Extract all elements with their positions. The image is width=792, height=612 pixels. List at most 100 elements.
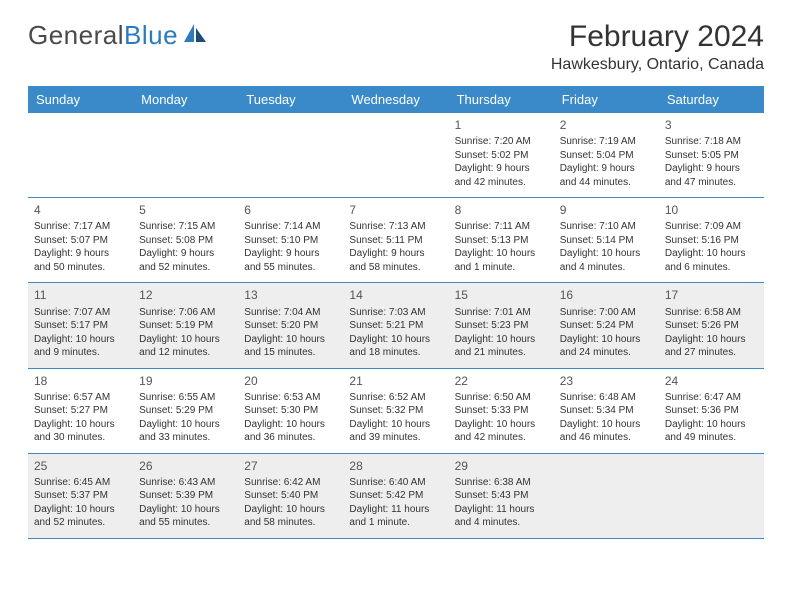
calendar-cell: 21 Sunrise: 6:52 AMSunset: 5:32 PMDayligh…: [343, 369, 448, 453]
day-daylight: Daylight: 9 hours and 42 minutes.: [455, 162, 548, 189]
day-daylight: Daylight: 10 hours and 24 minutes.: [560, 333, 653, 360]
day-sunset: Sunset: 5:39 PM: [139, 489, 232, 503]
day-daylight: Daylight: 10 hours and 42 minutes.: [455, 418, 548, 445]
calendar-cell: 23Sunrise: 6:48 AMSunset: 5:34 PMDayligh…: [554, 369, 659, 453]
day-sunrise: Sunrise: 6:52 AM: [349, 391, 442, 405]
day-daylight: Daylight: 10 hours and 15 minutes.: [244, 333, 337, 360]
calendar-cell: 14Sunrise: 7:03 AMSunset: 5:21 PMDayligh…: [343, 283, 448, 367]
day-header-mon: Monday: [133, 86, 238, 113]
day-number: 18: [34, 373, 127, 389]
day-sunrise: Sunrise: 7:13 AM: [349, 220, 442, 234]
day-number: 8: [455, 202, 548, 218]
calendar-cell: [554, 454, 659, 538]
logo-text-1: General: [28, 20, 124, 51]
calendar-cell: 25Sunrise: 6:45 AMSunset: 5:37 PMDayligh…: [28, 454, 133, 538]
month-title: February 2024: [551, 20, 764, 54]
day-sunset: Sunset: 5:32 PM: [349, 404, 442, 418]
calendar-cell: 27Sunrise: 6:42 AMSunset: 5:40 PMDayligh…: [238, 454, 343, 538]
location-label: Hawkesbury, Ontario, Canada: [551, 56, 764, 74]
day-number: 24: [665, 373, 758, 389]
day-sunrise: Sunrise: 6:47 AM: [665, 391, 758, 405]
day-header-wed: Wednesday: [343, 86, 448, 113]
calendar-cell: 7 Sunrise: 7:13 AMSunset: 5:11 PMDaylight…: [343, 198, 448, 282]
day-number: 7: [349, 202, 442, 218]
calendar-cell: 15Sunrise: 7:01 AMSunset: 5:23 PMDayligh…: [449, 283, 554, 367]
day-sunset: Sunset: 5:10 PM: [244, 234, 337, 248]
day-sunrise: Sunrise: 6:58 AM: [665, 306, 758, 320]
day-header-fri: Friday: [554, 86, 659, 113]
day-sunset: Sunset: 5:20 PM: [244, 319, 337, 333]
day-daylight: Daylight: 10 hours and 4 minutes.: [560, 247, 653, 274]
calendar-cell: 20Sunrise: 6:53 AMSunset: 5:30 PMDayligh…: [238, 369, 343, 453]
day-sunset: Sunset: 5:11 PM: [349, 234, 442, 248]
day-number: 22: [455, 373, 548, 389]
day-sunset: Sunset: 5:33 PM: [455, 404, 548, 418]
calendar-cell: [343, 113, 448, 197]
day-sunset: Sunset: 5:26 PM: [665, 319, 758, 333]
day-number: 15: [455, 287, 548, 303]
calendar-cell: 16Sunrise: 7:00 AMSunset: 5:24 PMDayligh…: [554, 283, 659, 367]
day-sunset: Sunset: 5:02 PM: [455, 149, 548, 163]
calendar-cell: [659, 454, 764, 538]
calendar-cell: [28, 113, 133, 197]
day-number: 16: [560, 287, 653, 303]
day-sunset: Sunset: 5:13 PM: [455, 234, 548, 248]
day-daylight: Daylight: 10 hours and 36 minutes.: [244, 418, 337, 445]
day-sunset: Sunset: 5:43 PM: [455, 489, 548, 503]
day-sunrise: Sunrise: 6:45 AM: [34, 476, 127, 490]
day-daylight: Daylight: 9 hours and 58 minutes.: [349, 247, 442, 274]
day-daylight: Daylight: 10 hours and 27 minutes.: [665, 333, 758, 360]
calendar-cell: 19Sunrise: 6:55 AMSunset: 5:29 PMDayligh…: [133, 369, 238, 453]
calendar-cell: 13Sunrise: 7:04 AMSunset: 5:20 PMDayligh…: [238, 283, 343, 367]
day-sunrise: Sunrise: 6:57 AM: [34, 391, 127, 405]
day-sunrise: Sunrise: 6:42 AM: [244, 476, 337, 490]
day-daylight: Daylight: 10 hours and 6 minutes.: [665, 247, 758, 274]
calendar-cell: 12Sunrise: 7:06 AMSunset: 5:19 PMDayligh…: [133, 283, 238, 367]
calendar-week: 4 Sunrise: 7:17 AMSunset: 5:07 PM Daylight…: [28, 198, 764, 283]
title-block: February 2024 Hawkesbury, Ontario, Canad…: [551, 20, 764, 74]
day-daylight: Daylight: 9 hours and 55 minutes.: [244, 247, 337, 274]
day-number: 3: [665, 117, 758, 133]
calendar-cell: 24Sunrise: 6:47 AMSunset: 5:36 PMDayligh…: [659, 369, 764, 453]
day-sunrise: Sunrise: 7:04 AM: [244, 306, 337, 320]
day-sunset: Sunset: 5:23 PM: [455, 319, 548, 333]
calendar: Sunday Monday Tuesday Wednesday Thursday…: [28, 86, 764, 539]
day-number: 1: [455, 117, 548, 133]
day-daylight: Daylight: 9 hours and 44 minutes.: [560, 162, 653, 189]
day-sunset: Sunset: 5:40 PM: [244, 489, 337, 503]
day-daylight: Daylight: 10 hours and 52 minutes.: [34, 503, 127, 530]
day-daylight: Daylight: 10 hours and 18 minutes.: [349, 333, 442, 360]
calendar-cell: 26Sunrise: 6:43 AMSunset: 5:39 PMDayligh…: [133, 454, 238, 538]
day-number: 25: [34, 458, 127, 474]
day-sunrise: Sunrise: 7:11 AM: [455, 220, 548, 234]
calendar-cell: 4Sunrise: 7:17 AMSunset: 5:07 PMDaylight…: [28, 198, 133, 282]
calendar-cell: 9Sunrise: 7:10 AMSunset: 5:14 PMDaylight…: [554, 198, 659, 282]
logo-text-2: Blue: [124, 20, 178, 51]
day-sunrise: Sunrise: 6:55 AM: [139, 391, 232, 405]
day-sunrise: Sunrise: 7:17 AM: [34, 220, 127, 234]
day-sunrise: Sunrise: 7:01 AM: [455, 306, 548, 320]
day-daylight: Daylight: 11 hours and 1 minute.: [349, 503, 442, 530]
calendar-cell: [238, 113, 343, 197]
day-daylight: Daylight: 10 hours and 46 minutes.: [560, 418, 653, 445]
day-header-sat: Saturday: [659, 86, 764, 113]
day-sunset: Sunset: 5:30 PM: [244, 404, 337, 418]
calendar-cell: 3Sunrise: 7:18 AMSunset: 5:05 PMDaylight…: [659, 113, 764, 197]
day-sunrise: Sunrise: 6:40 AM: [349, 476, 442, 490]
day-sunset: Sunset: 5:24 PM: [560, 319, 653, 333]
day-daylight: Daylight: 9 hours and 47 minutes.: [665, 162, 758, 189]
day-header-tue: Tuesday: [238, 86, 343, 113]
day-number: 5: [139, 202, 232, 218]
sail-icon: [182, 20, 208, 51]
day-sunrise: Sunrise: 6:53 AM: [244, 391, 337, 405]
day-sunrise: Sunrise: 6:38 AM: [455, 476, 548, 490]
day-number: 17: [665, 287, 758, 303]
day-number: 21: [349, 373, 442, 389]
day-daylight: Daylight: 10 hours and 39 minutes.: [349, 418, 442, 445]
calendar-week: 18Sunrise: 6:57 AMSunset: 5:27 PMDayligh…: [28, 369, 764, 454]
day-sunrise: Sunrise: 7:10 AM: [560, 220, 653, 234]
day-sunset: Sunset: 5:07 PM: [34, 234, 127, 248]
day-number: 11: [34, 287, 127, 303]
day-number: 4: [34, 202, 127, 218]
calendar-cell: 17 Sunrise: 6:58 AMSunset: 5:26 PMDayligh…: [659, 283, 764, 367]
